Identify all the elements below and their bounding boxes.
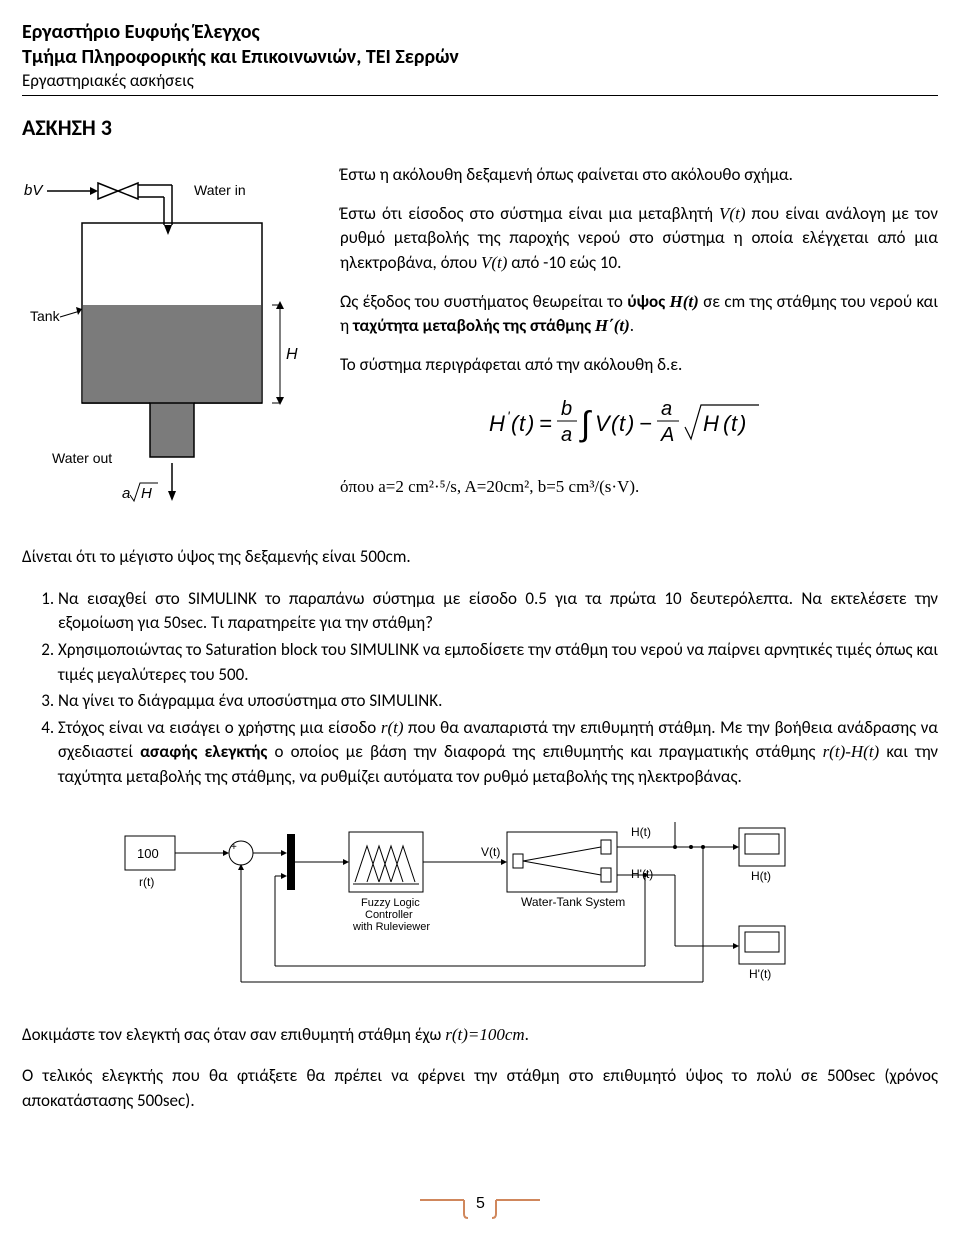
intro-p2-c: από -10 εώς 10.	[507, 252, 621, 273]
intro-text: Έστω η ακόλουθη δεξαμενή όπως φαίνεται σ…	[340, 163, 938, 517]
tank-label-h: H	[286, 346, 298, 363]
intro-p2-a: Έστω ότι είσοδος στο σύστημα είναι μια μ…	[340, 203, 719, 224]
intro-p3: Ως έξοδος του συστήματος θεωρείται το ύψ…	[340, 290, 938, 339]
intro-p1: Έστω η ακόλουθη δεξαμενή όπως φαίνεται σ…	[340, 163, 938, 188]
question-1: Να εισαχθεί στο SIMULINK το παραπάνω σύσ…	[58, 587, 938, 636]
intro-p3-bold2: ταχύτητα μεταβολής της στάθμης	[353, 315, 595, 336]
tank-label-water-out: Water out	[52, 450, 112, 466]
tank-label-bv: bV	[24, 182, 44, 199]
closing-p1-a: Δοκιμάστε τον ελεγκτή σας όταν σαν επιθυ…	[22, 1024, 445, 1045]
svg-text:a: a	[561, 424, 572, 446]
question-4: Στόχος είναι να εισάγει ο χρήστης μια εί…	[58, 716, 938, 790]
svg-text:H: H	[489, 411, 505, 436]
tank-label-water-in: Water in	[194, 182, 246, 198]
flc-line3: with Ruleviewer	[352, 921, 430, 933]
svg-text:=: =	[539, 411, 552, 436]
intro-p3-c: .	[630, 315, 634, 336]
scope2-label: H'(t)	[749, 967, 771, 981]
tank-label-asqrt: a H	[122, 483, 158, 502]
svg-text:t: t	[519, 411, 526, 436]
doc-header: Εργαστήριο Ευφυής Έλεγχος Τμήμα Πληροφορ…	[22, 20, 938, 96]
questions-list: Να εισαχθεί στο SIMULINK το παραπάνω σύσ…	[22, 587, 938, 790]
svg-text:H: H	[703, 411, 719, 436]
header-line-1: Εργαστήριο Ευφυής Έλεγχος	[22, 20, 938, 44]
svg-text:A: A	[660, 424, 674, 446]
simulink-diagram: 100 r(t) + - Fuzzy Logic Controller	[115, 806, 845, 1001]
svg-text:V: V	[595, 411, 612, 436]
q4-a: Στόχος είναι να εισάγει ο χρήστης μια εί…	[58, 717, 381, 738]
closing-p1-b: .	[525, 1024, 529, 1045]
wts-label: Water-Tank System	[521, 895, 625, 909]
header-line-3: Εργαστηριακές ασκήσεις	[22, 70, 938, 91]
closing-p1: Δοκιμάστε τον ελεγκτή σας όταν σαν επιθυ…	[22, 1023, 938, 1048]
footer-bracket-icon: 5	[420, 1190, 540, 1220]
formula-where: όπου a=2 cm²·⁵/s, A=20cm², b=5 cm³/(s·V)…	[340, 475, 938, 500]
exercise-title: ΑΣΚΗΣΗ 3	[22, 114, 938, 141]
intro-p2: Έστω ότι είσοδος στο σύστημα είναι μια μ…	[340, 202, 938, 276]
vt-label: V(t)	[481, 845, 500, 859]
mux-block	[287, 834, 295, 890]
svg-text:t: t	[731, 411, 738, 436]
after-tank: Δίνεται ότι το μέγιστο ύψος της δεξαμενή…	[22, 545, 938, 570]
tank-water	[83, 305, 261, 402]
svg-text:a: a	[661, 398, 672, 420]
header-line-2: Τμήμα Πληροφορικής και Επικοινωνιών, ΤΕΙ…	[22, 45, 938, 69]
q4-bold: ασαφής ελεγκτής	[140, 741, 267, 762]
intro-p3-a: Ως έξοδος του συστήματος θεωρείται το	[340, 291, 627, 312]
svg-text:b: b	[561, 398, 572, 420]
formula: H ' ( t ) = b a ∫ V ( t ) −	[340, 391, 938, 458]
flc-line1: Fuzzy Logic	[361, 897, 420, 909]
q4-c: ο οποίος με βάση την διαφορά της επιθυμη…	[267, 741, 822, 762]
tank-figure: bV Water in Tank	[22, 163, 322, 528]
const-label: 100	[137, 846, 159, 861]
tank-outlet	[150, 403, 194, 457]
intro-p4: Το σύστημα περιγράφεται από την ακόλουθη…	[340, 353, 938, 378]
tank-svg: bV Water in Tank	[22, 163, 322, 523]
intro-p3-bold1: ύψος	[627, 291, 669, 312]
closing-p2: Ο τελικός ελεγκτής που θα φτιάξετε θα πρ…	[22, 1064, 938, 1113]
scope1-label: H(t)	[751, 869, 771, 883]
svg-text:t: t	[619, 411, 626, 436]
ht-label: H(t)	[631, 825, 651, 839]
valve-icon	[98, 183, 138, 199]
question-2: Χρησιμοποιώντας το Saturation block του …	[58, 638, 938, 687]
svg-text:): )	[736, 411, 746, 436]
header-rule	[22, 95, 938, 96]
svg-text:): )	[624, 411, 634, 436]
svg-text:H: H	[141, 485, 152, 502]
svg-text:+: +	[231, 842, 237, 853]
svg-text:a: a	[122, 485, 130, 502]
page-number: 5	[476, 1195, 485, 1212]
svg-text:∫: ∫	[579, 405, 592, 443]
hpt-label: H'(t)	[631, 867, 653, 881]
rt-label: r(t)	[139, 875, 154, 889]
svg-text:−: −	[639, 411, 652, 436]
svg-text:): )	[524, 411, 534, 436]
question-3: Να γίνει το διάγραμμα ένα υποσύστημα στο…	[58, 689, 938, 714]
tank-label-tank: Tank	[30, 308, 61, 324]
flc-line2: Controller	[365, 909, 413, 921]
page-footer: 5	[0, 1190, 960, 1225]
